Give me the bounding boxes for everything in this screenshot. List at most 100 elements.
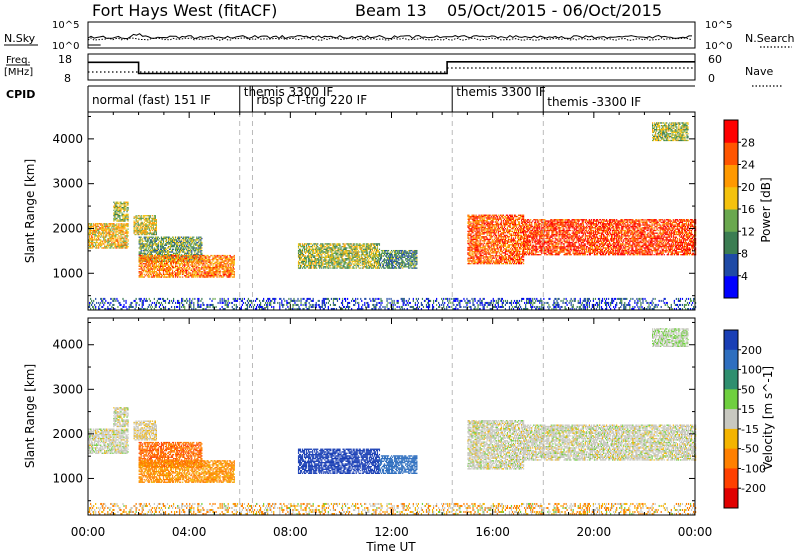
- power-cell: [360, 244, 362, 246]
- power-cell: [168, 265, 171, 267]
- power-cell: [190, 269, 192, 272]
- power-cell: [316, 245, 318, 248]
- power-cell: [188, 273, 190, 276]
- power-cell: [474, 253, 476, 255]
- power-cell: [402, 252, 404, 255]
- power-cell: [194, 249, 196, 252]
- power-cell: [141, 223, 143, 225]
- power-cell: [192, 237, 194, 240]
- power-cell: [332, 248, 334, 250]
- power-cell: [476, 245, 478, 247]
- power-cell: [114, 211, 116, 213]
- power-cell: [184, 265, 186, 267]
- power-cell: [193, 268, 195, 270]
- power-cell: [389, 254, 392, 256]
- power-cell: [196, 272, 198, 274]
- power-cell: [139, 244, 141, 246]
- power-cell: [198, 261, 200, 263]
- power-cell: [225, 265, 227, 267]
- power-cell: [120, 224, 122, 226]
- power-cell: [469, 241, 471, 243]
- power-cell: [373, 249, 375, 252]
- power-cell: [145, 258, 147, 261]
- power-cell: [198, 248, 200, 250]
- power-cell: [327, 252, 329, 255]
- power-cell: [139, 245, 141, 248]
- power-cell: [102, 232, 104, 234]
- power-cell: [317, 259, 319, 261]
- power-cell: [410, 260, 412, 263]
- power-cell: [480, 230, 482, 233]
- power-cell: [163, 247, 166, 249]
- power-cell: [209, 258, 211, 261]
- power-cell: [349, 256, 351, 259]
- power-cell: [361, 259, 363, 261]
- power-cell: [151, 223, 153, 225]
- power-cell: [399, 266, 401, 268]
- power-cell: [146, 271, 148, 273]
- power-cell: [149, 272, 151, 274]
- power-cell: [138, 243, 140, 245]
- power-cell: [328, 263, 330, 265]
- power-cell: [169, 254, 172, 256]
- power-cell: [325, 249, 327, 252]
- power-cell: [473, 221, 475, 223]
- power-cell: [351, 260, 353, 263]
- power-cell: [97, 224, 99, 226]
- power-cell: [172, 275, 175, 277]
- power-cell: [230, 271, 232, 273]
- power-cell: [200, 258, 202, 261]
- power-cell: [92, 233, 94, 236]
- power-cell: [155, 258, 157, 261]
- power-cell: [116, 229, 118, 232]
- power-cell: [475, 219, 477, 222]
- power-cell: [170, 275, 173, 277]
- power-cell: [306, 266, 308, 268]
- power-cell: [166, 251, 169, 253]
- power-cell: [319, 262, 321, 264]
- power-cell: [112, 233, 114, 236]
- power-cell: [341, 249, 343, 252]
- power-cell: [100, 244, 102, 246]
- power-cell: [153, 228, 155, 230]
- power-cell: [356, 258, 358, 260]
- power-cell: [167, 247, 170, 249]
- power-cell: [126, 219, 128, 221]
- power-cell: [109, 235, 111, 237]
- power-cell: [107, 225, 109, 228]
- power-cell: [177, 262, 179, 265]
- power-cell: [374, 266, 377, 268]
- power-cell: [310, 264, 312, 267]
- power-cell: [153, 271, 155, 273]
- power-cell: [382, 259, 385, 261]
- power-cell: [197, 273, 199, 276]
- power-cell: [302, 266, 305, 268]
- power-cell: [314, 267, 316, 269]
- power-cell: [368, 252, 370, 255]
- power-cell: [386, 256, 389, 259]
- power-cell: [177, 237, 179, 240]
- power-cell: [362, 245, 364, 248]
- nsky-tick-top: 10^5: [52, 20, 79, 31]
- power-cell: [313, 266, 315, 268]
- power-cell: [155, 243, 157, 245]
- power-cell: [163, 260, 166, 263]
- power-cell: [144, 236, 146, 238]
- power-cell: [118, 225, 120, 228]
- power-cell: [150, 259, 152, 261]
- power-cell: [201, 252, 203, 255]
- power-cell: [126, 215, 128, 217]
- power-cell: [159, 258, 162, 260]
- power-cell: [360, 249, 362, 252]
- power-cell: [205, 262, 207, 265]
- power-cell: [144, 248, 146, 250]
- power-cell: [480, 249, 482, 251]
- freq-unit-label: [MHz]: [4, 67, 33, 78]
- power-cell: [191, 254, 193, 256]
- power-cell: [162, 248, 165, 250]
- power-cell: [231, 269, 233, 272]
- power-cell: [173, 254, 176, 257]
- power-cell: [178, 237, 180, 240]
- power-cell: [156, 265, 158, 267]
- power-cell: [141, 239, 143, 241]
